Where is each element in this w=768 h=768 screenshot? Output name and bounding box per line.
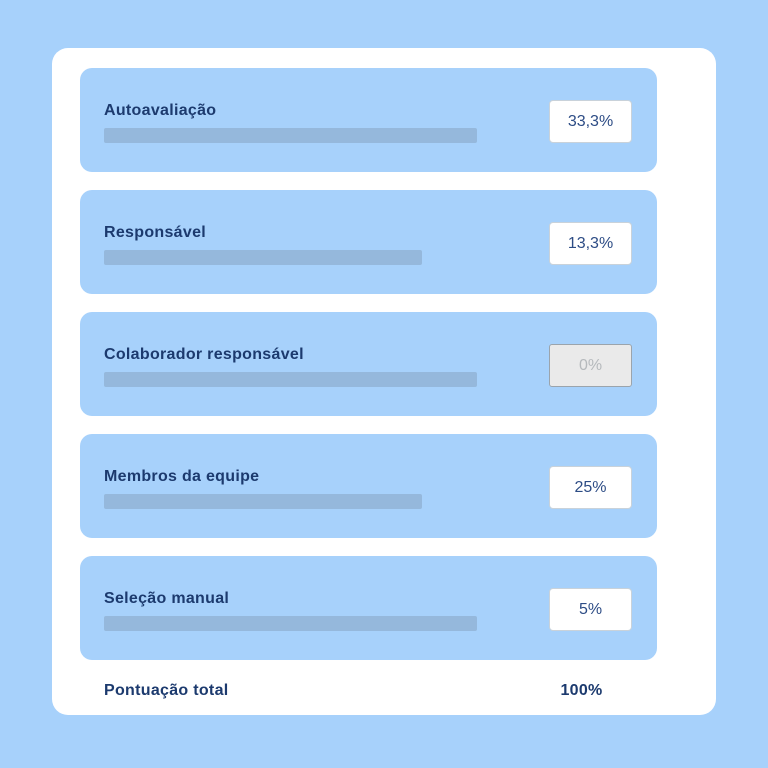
score-bar [104,494,422,509]
score-distribution-card: Autoavaliação Responsável Colaborador re… [52,48,716,715]
score-bar [104,616,477,631]
percentage-input[interactable] [549,100,632,143]
score-bar [104,250,422,265]
percentage-input[interactable] [549,466,632,509]
criterion-label: Seleção manual [104,590,230,607]
criterion-label: Colaborador responsável [104,346,304,363]
score-row-autoavaliacao: Autoavaliação [80,68,657,172]
score-bar [104,128,477,143]
total-score-value: 100% [560,682,603,699]
criterion-label: Autoavaliação [104,102,217,119]
criterion-label: Membros da equipe [104,468,260,485]
total-row: Pontuação total 100% [80,681,657,703]
score-row-colaborador-responsavel: Colaborador responsável [80,312,657,416]
percentage-input[interactable] [549,588,632,631]
score-row-selecao-manual: Seleção manual [80,556,657,660]
percentage-input-disabled [549,344,632,387]
percentage-input[interactable] [549,222,632,265]
criterion-label: Responsável [104,224,207,241]
score-bar [104,372,477,387]
total-score-label: Pontuação total [104,682,229,699]
score-row-membros-da-equipe: Membros da equipe [80,434,657,538]
score-row-responsavel: Responsável [80,190,657,294]
